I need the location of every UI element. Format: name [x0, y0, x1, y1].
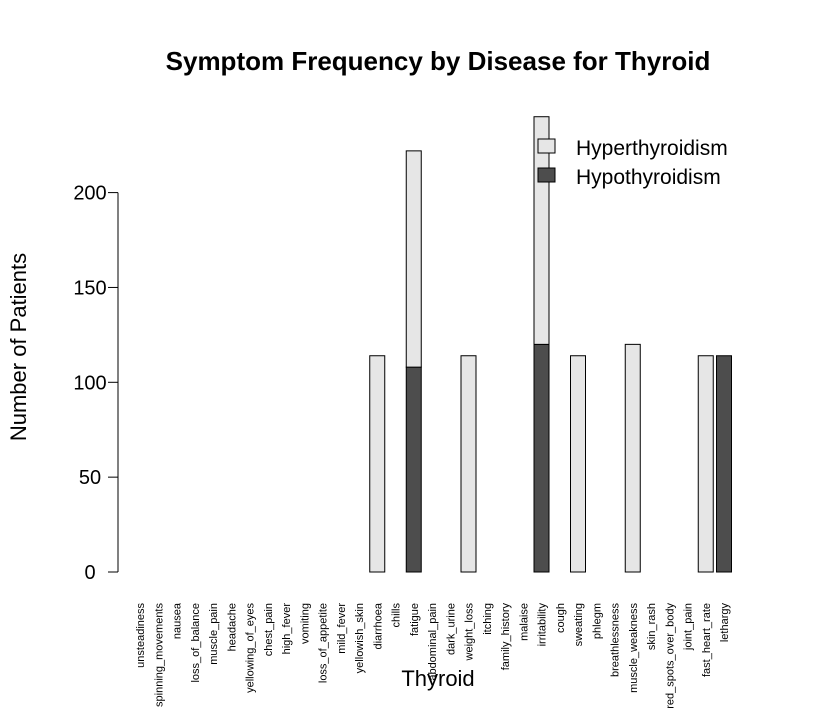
x-tick-label: fast_heart_rate [701, 603, 713, 677]
x-tick-label: unsteadiness [135, 603, 147, 668]
bar-hypothyroidism-lethargy [716, 355, 732, 573]
bar-hyperthyroidism-fast-heart-rate [697, 355, 714, 573]
y-tick-label: 0 [84, 562, 95, 584]
x-tick-label: lethargy [719, 603, 731, 643]
bar-hypothyroidism-fatigue [405, 366, 422, 573]
x-tick-label: red_spots_over_body [664, 603, 676, 709]
x-tick-label: abdominal_pain [427, 603, 439, 681]
legend: Hyperthyroidism Hypothyroidism [537, 137, 728, 189]
x-tick-label: loss_of_balance [190, 603, 202, 683]
x-tick-label: phlegm [591, 603, 603, 639]
x-tick-label: weight_loss [464, 603, 476, 662]
x-tick-label: headache [226, 603, 238, 651]
y-axis-label: Number of Patients [6, 253, 31, 441]
x-tick-label: chest_pain [263, 603, 275, 656]
bar-hyperthyroidism-fatigue [405, 150, 422, 368]
x-tick-label: itching [482, 603, 494, 635]
bar-hypothyroidism-irritability [533, 343, 550, 573]
x-tick-label: spinning_movements [153, 603, 165, 707]
legend-swatch [537, 167, 556, 183]
x-tick-label: sweating [573, 603, 585, 646]
y-tick-label: 150 [73, 277, 106, 299]
y-axis: 0 50 100 150 200 [73, 183, 119, 584]
chart-title: Symptom Frequency by Disease for Thyroid [166, 46, 711, 76]
x-tick-label: mild_fever [336, 603, 348, 654]
bar-hyperthyroidism-muscle-weakness [624, 343, 641, 573]
y-tick-label: 200 [73, 183, 106, 205]
x-tick-label: breathlessness [610, 603, 622, 677]
x-tick-labels: unsteadiness spinning_movements nausea loss… [135, 602, 731, 709]
x-tick-label: family_history [500, 603, 512, 671]
bar-hyperthyroidism-weight-loss [460, 355, 477, 573]
bar-hyperthyroidism-diarrhoea [369, 355, 386, 573]
legend-label: Hyperthyroidism [576, 137, 728, 160]
x-tick-label: nausea [172, 602, 184, 639]
legend-label: Hypothyroidism [576, 166, 721, 189]
x-tick-label: skin_rash [646, 603, 658, 650]
y-tick-label: 100 [73, 372, 106, 394]
x-tick-label: chills [391, 603, 403, 628]
x-tick-label: cough [555, 603, 567, 633]
x-tick-label: malaise [518, 603, 530, 641]
legend-swatch [537, 138, 556, 154]
x-tick-label: joint_pain [683, 603, 695, 651]
x-tick-label: muscle_pain [208, 603, 220, 665]
x-tick-label: loss_of_appetite [318, 603, 330, 683]
x-tick-label: diarrhoea [372, 602, 384, 649]
x-tick-label: yellowing_of_eyes [245, 603, 257, 693]
x-tick-label: vomiting [299, 603, 311, 644]
x-tick-label: muscle_weakness [628, 603, 640, 693]
x-tick-label: irritability [537, 603, 549, 647]
x-tick-label: high_fever [281, 603, 293, 655]
x-tick-label: yellowish_skin [354, 603, 366, 673]
y-tick-label: 50 [79, 467, 101, 489]
x-tick-label: dark_urine [445, 603, 457, 655]
x-axis-label: Thyroid [401, 666, 474, 691]
bar-hyperthyroidism-sweating [570, 355, 586, 573]
x-tick-label: fatigue [409, 603, 421, 636]
